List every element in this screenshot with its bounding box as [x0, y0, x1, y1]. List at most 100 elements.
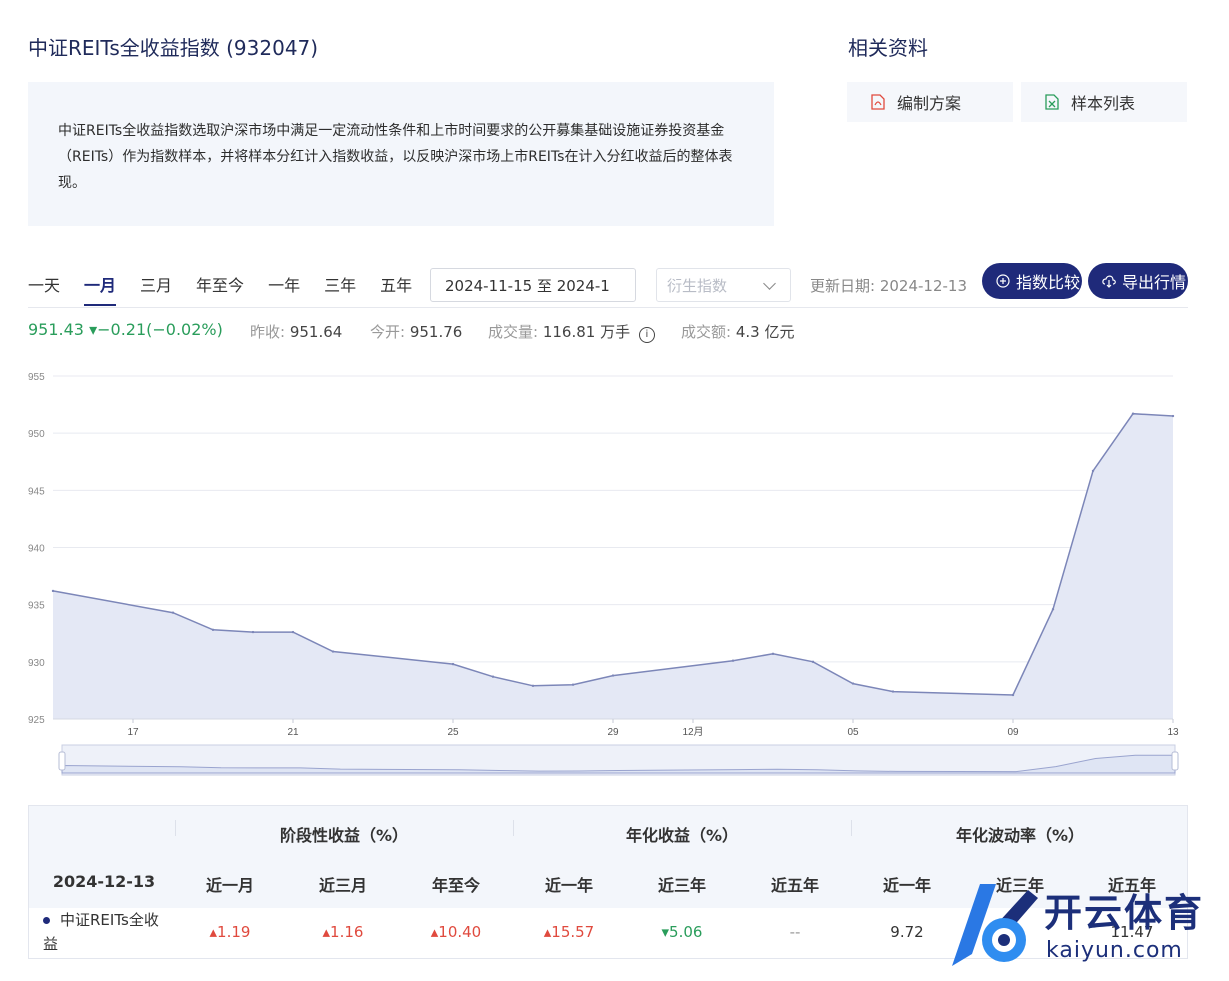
table-group-header: 阶段性收益（%） 年化收益（%） 年化波动率（%）	[29, 806, 1187, 858]
data-point	[171, 611, 175, 614]
turnover-value: 4.3 亿元	[735, 323, 795, 341]
data-point	[1051, 608, 1055, 611]
data-point	[251, 630, 255, 634]
y-tick-label: 930	[28, 658, 45, 669]
data-point	[731, 659, 735, 662]
data-point	[571, 683, 575, 686]
info-icon[interactable]: i	[638, 327, 655, 343]
x-tick-label: 17	[127, 727, 139, 738]
y-tick-label: 940	[28, 544, 45, 555]
table-cell: ▴10.40	[430, 923, 482, 941]
x-tick-label: 25	[447, 727, 459, 738]
series-dot-icon	[43, 917, 50, 924]
group-annualized-volatility: 年化波动率（%）	[955, 826, 1085, 845]
data-point	[891, 690, 895, 693]
related-materials-title: 相关资料	[848, 36, 928, 60]
range-navigator[interactable]	[58, 744, 1179, 776]
x-tick-label: 12月	[682, 726, 703, 738]
x-axis-ticks: 17 21 25 29 12月 05 09 13	[53, 718, 1179, 738]
col-header: 近五年	[770, 876, 819, 895]
pdf-icon	[871, 94, 885, 110]
prev-close: 昨收: 951.64	[250, 321, 342, 342]
prev-close-label: 昨收:	[250, 323, 286, 341]
table-cell: ▴1.19	[209, 923, 251, 941]
table-date: 2024-12-13	[52, 872, 156, 891]
index-line-chart: 955 950 945 940 935 930 925 17 21 25 29 12月 05 09 13	[28, 372, 1179, 776]
x-tick-label: 29	[607, 727, 619, 738]
compilation-plan-label: 编制方案	[897, 94, 962, 113]
date-range-value: 2024-11-15 至 2024-1	[445, 276, 610, 295]
tab-one-day[interactable]: 一天	[28, 276, 61, 295]
data-point	[291, 630, 295, 634]
y-tick-label: 950	[28, 429, 45, 440]
update-date: 更新日期: 2024-12-13	[810, 277, 967, 295]
data-point	[1171, 414, 1175, 418]
y-tick-label: 925	[28, 715, 45, 726]
table-cell: ▾5.06	[661, 923, 703, 941]
table-cell: 11.47	[1110, 923, 1154, 941]
price-change: 951.43 ▾−0.21(−0.02%)	[28, 320, 223, 339]
row-name-text: 中证REITs全收益	[43, 911, 159, 953]
x-tick-label: 05	[847, 727, 859, 738]
export-button[interactable]: 导出行情	[1088, 263, 1188, 299]
col-header: 近三年	[657, 876, 706, 895]
data-point	[331, 650, 335, 653]
index-title: 中证REITs全收益指数 (932047)	[28, 36, 319, 60]
x-tick-label: 13	[1167, 727, 1179, 738]
cloud-download-icon	[1102, 275, 1116, 288]
tab-year-to-date[interactable]: 年至今	[196, 276, 245, 295]
export-label: 导出行情	[1122, 273, 1187, 292]
group-period-returns: 阶段性收益（%）	[279, 826, 409, 845]
navigator-left-handle[interactable]	[58, 751, 66, 771]
navigator-series	[61, 754, 1176, 774]
group-annualized-returns: 年化收益（%）	[625, 826, 739, 845]
col-header: 近一月	[205, 876, 254, 895]
data-point	[211, 628, 215, 632]
data-point	[51, 589, 55, 593]
sample-list-button[interactable]: 样本列表	[1021, 82, 1187, 122]
table-cell: 9.72	[890, 923, 924, 941]
turnover-label: 成交额:	[681, 323, 732, 341]
open-label: 今开:	[370, 323, 406, 341]
watermark-sub: kaiyun.com	[1046, 938, 1183, 963]
date-range-input[interactable]: 2024-11-15 至 2024-1	[430, 268, 636, 302]
compare-button[interactable]: 指数比较	[982, 263, 1082, 299]
series-area-fill	[53, 413, 1173, 719]
tab-one-month[interactable]: 一月	[84, 272, 117, 306]
data-point	[851, 682, 855, 685]
data-point	[531, 684, 535, 688]
navigator-right-handle[interactable]	[1171, 751, 1179, 771]
watermark: 开云体育 kaiyun.com	[942, 868, 1229, 980]
y-axis-ticks: 955 950 945 940 935 930 925	[28, 372, 45, 726]
data-point	[1131, 412, 1135, 415]
period-tabs: 一天 一月 三月 年至今 一年 三年 五年	[28, 272, 436, 306]
compilation-plan-button[interactable]: 编制方案	[847, 82, 1013, 122]
sample-list-label: 样本列表	[1071, 94, 1136, 113]
col-header: 近一年	[544, 876, 593, 895]
open-price: 今开: 951.76	[370, 321, 462, 342]
table-cell: ▴15.57	[543, 923, 595, 941]
volume-label: 成交量:	[488, 323, 539, 341]
tab-five-years[interactable]: 五年	[380, 276, 413, 295]
tab-three-months[interactable]: 三月	[140, 276, 173, 295]
derived-index-select[interactable]: 衍生指数	[656, 268, 791, 302]
compare-label: 指数比较	[1016, 273, 1081, 292]
data-point	[771, 652, 775, 656]
description-box: 中证REITs全收益指数选取沪深市场中满足一定流动性条件和上市时间要求的公开募集…	[28, 82, 774, 226]
col-header: 近五年	[1107, 876, 1156, 895]
col-header: 年至今	[431, 876, 480, 895]
col-header: 近三月	[318, 876, 367, 895]
description-text: 中证REITs全收益指数选取沪深市场中满足一定流动性条件和上市时间要求的公开募集…	[58, 123, 733, 191]
data-point	[611, 674, 615, 677]
col-header: 近一年	[882, 876, 931, 895]
tab-three-years[interactable]: 三年	[324, 276, 357, 295]
tab-one-year[interactable]: 一年	[268, 276, 301, 295]
volume: 成交量: 116.81 万手 i	[488, 321, 655, 343]
data-point	[811, 660, 815, 664]
plus-circle-icon	[996, 274, 1010, 288]
watermark-text: 开云体育	[1044, 891, 1205, 935]
y-tick-label: 945	[28, 486, 45, 497]
x-tick-label: 21	[287, 727, 299, 738]
y-tick-label: 955	[28, 372, 45, 383]
table-cell: --	[789, 923, 801, 941]
